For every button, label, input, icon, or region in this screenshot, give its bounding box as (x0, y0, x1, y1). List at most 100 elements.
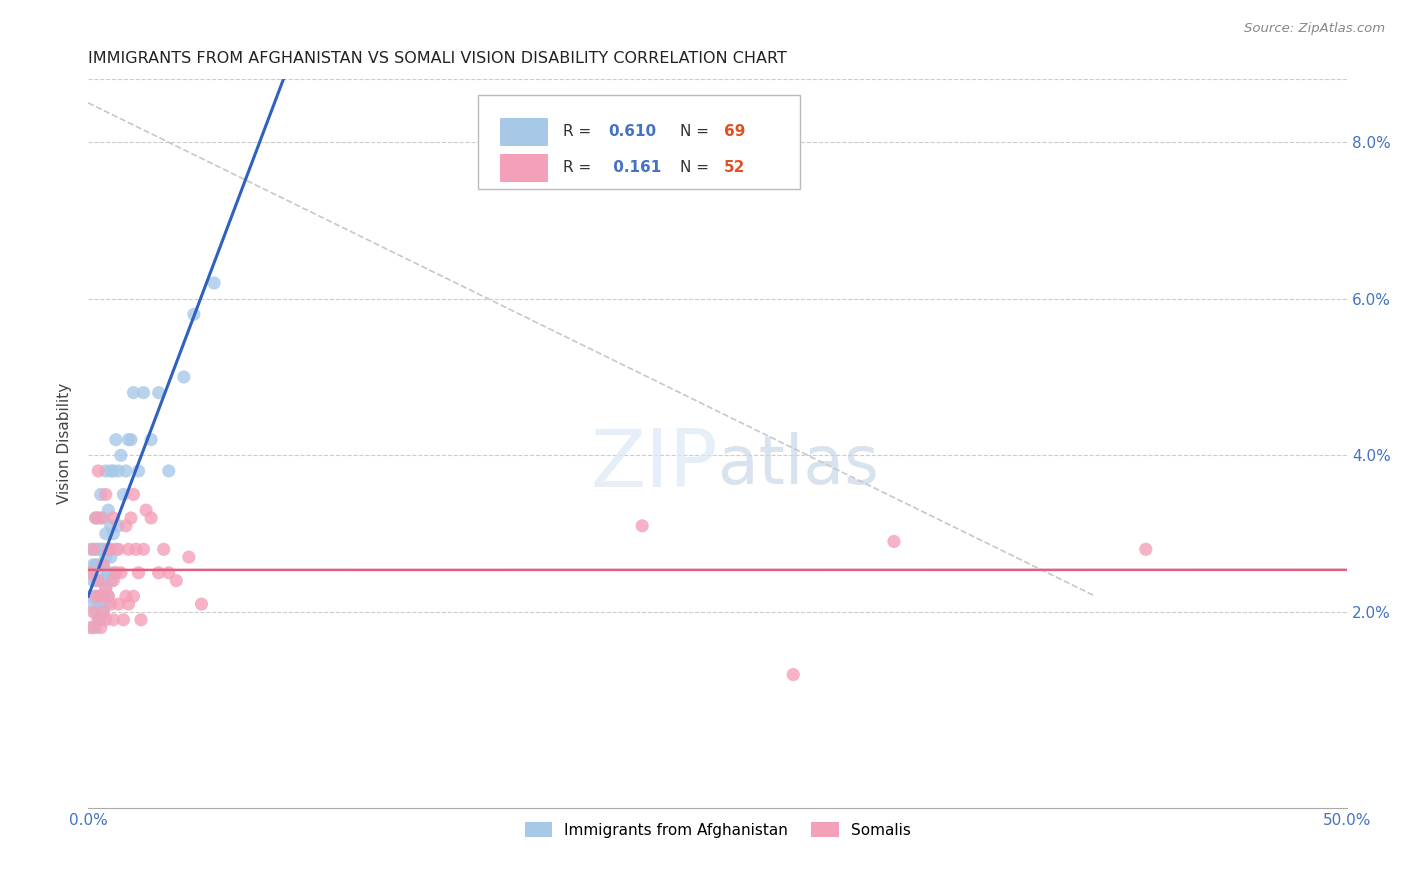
Point (79, 566, 101, 580)
Point (79, 621, 101, 635)
Point (117, 433, 139, 447)
Point (139, 511, 162, 525)
Point (139, 433, 162, 447)
Point (107, 464, 129, 478)
Point (90, 487, 112, 501)
Point (132, 385, 155, 400)
Point (165, 574, 187, 588)
Point (87, 589, 110, 603)
Point (107, 597, 129, 611)
FancyBboxPatch shape (478, 95, 800, 188)
Point (87, 613, 110, 627)
Point (112, 487, 135, 501)
Point (91, 605, 114, 619)
Point (91, 542, 114, 557)
Point (100, 464, 122, 478)
Point (97, 566, 120, 580)
Point (90, 613, 112, 627)
Point (94, 464, 117, 478)
Point (90, 574, 112, 588)
Point (94, 597, 117, 611)
Point (173, 370, 195, 384)
Point (190, 597, 212, 611)
Point (128, 566, 150, 580)
Point (87, 511, 110, 525)
Point (84, 542, 107, 557)
Point (125, 542, 148, 557)
Point (100, 574, 122, 588)
Point (202, 276, 225, 290)
Point (104, 542, 127, 557)
Point (100, 542, 122, 557)
Point (79, 589, 101, 603)
Point (157, 566, 180, 580)
Point (79, 542, 101, 557)
Text: N =: N = (681, 160, 714, 175)
Point (87, 574, 110, 588)
Point (103, 464, 125, 478)
Point (117, 542, 139, 557)
Text: ZIP: ZIP (591, 426, 717, 504)
Point (631, 518, 654, 533)
Text: R =: R = (562, 124, 596, 138)
Point (132, 542, 155, 557)
Point (152, 542, 174, 557)
Text: Source: ZipAtlas.com: Source: ZipAtlas.com (1244, 22, 1385, 36)
Point (97, 589, 120, 603)
Point (115, 518, 138, 533)
Point (122, 589, 145, 603)
Point (94, 613, 117, 627)
Point (1135, 542, 1157, 557)
Point (115, 464, 138, 478)
Point (84, 605, 107, 619)
Point (122, 385, 145, 400)
Point (79, 566, 101, 580)
Point (183, 307, 205, 321)
Point (84, 589, 107, 603)
Point (103, 566, 125, 580)
Point (84, 621, 107, 635)
Point (87, 464, 110, 478)
Text: 0.610: 0.610 (609, 124, 657, 138)
Point (115, 589, 138, 603)
Text: R =: R = (562, 160, 596, 175)
Point (104, 433, 127, 447)
Point (128, 464, 150, 478)
Point (90, 621, 112, 635)
Point (90, 589, 112, 603)
Point (100, 518, 122, 533)
Point (112, 613, 135, 627)
Point (90, 589, 112, 603)
Point (82, 605, 104, 619)
Point (103, 526, 125, 541)
Point (103, 511, 125, 525)
Point (117, 597, 139, 611)
Y-axis label: Vision Disability: Vision Disability (58, 383, 72, 504)
Point (82, 542, 104, 557)
Text: IMMIGRANTS FROM AFGHANISTAN VS SOMALI VISION DISABILITY CORRELATION CHART: IMMIGRANTS FROM AFGHANISTAN VS SOMALI VI… (89, 51, 787, 66)
Point (84, 511, 107, 525)
Point (120, 511, 142, 525)
Point (87, 613, 110, 627)
Point (97, 542, 120, 557)
Text: 69: 69 (724, 124, 745, 138)
Point (148, 385, 170, 400)
Point (94, 526, 117, 541)
Point (107, 542, 129, 557)
Point (148, 566, 170, 580)
Point (84, 511, 107, 525)
Point (103, 574, 125, 588)
Point (94, 582, 117, 596)
Point (84, 574, 107, 588)
Point (91, 605, 114, 619)
Point (782, 667, 804, 681)
Point (82, 597, 104, 611)
Point (94, 566, 117, 580)
Point (883, 534, 905, 549)
Point (122, 487, 145, 501)
Point (97, 589, 120, 603)
Point (91, 558, 114, 572)
Text: 52: 52 (724, 160, 745, 175)
Point (97, 503, 120, 517)
Point (84, 589, 107, 603)
